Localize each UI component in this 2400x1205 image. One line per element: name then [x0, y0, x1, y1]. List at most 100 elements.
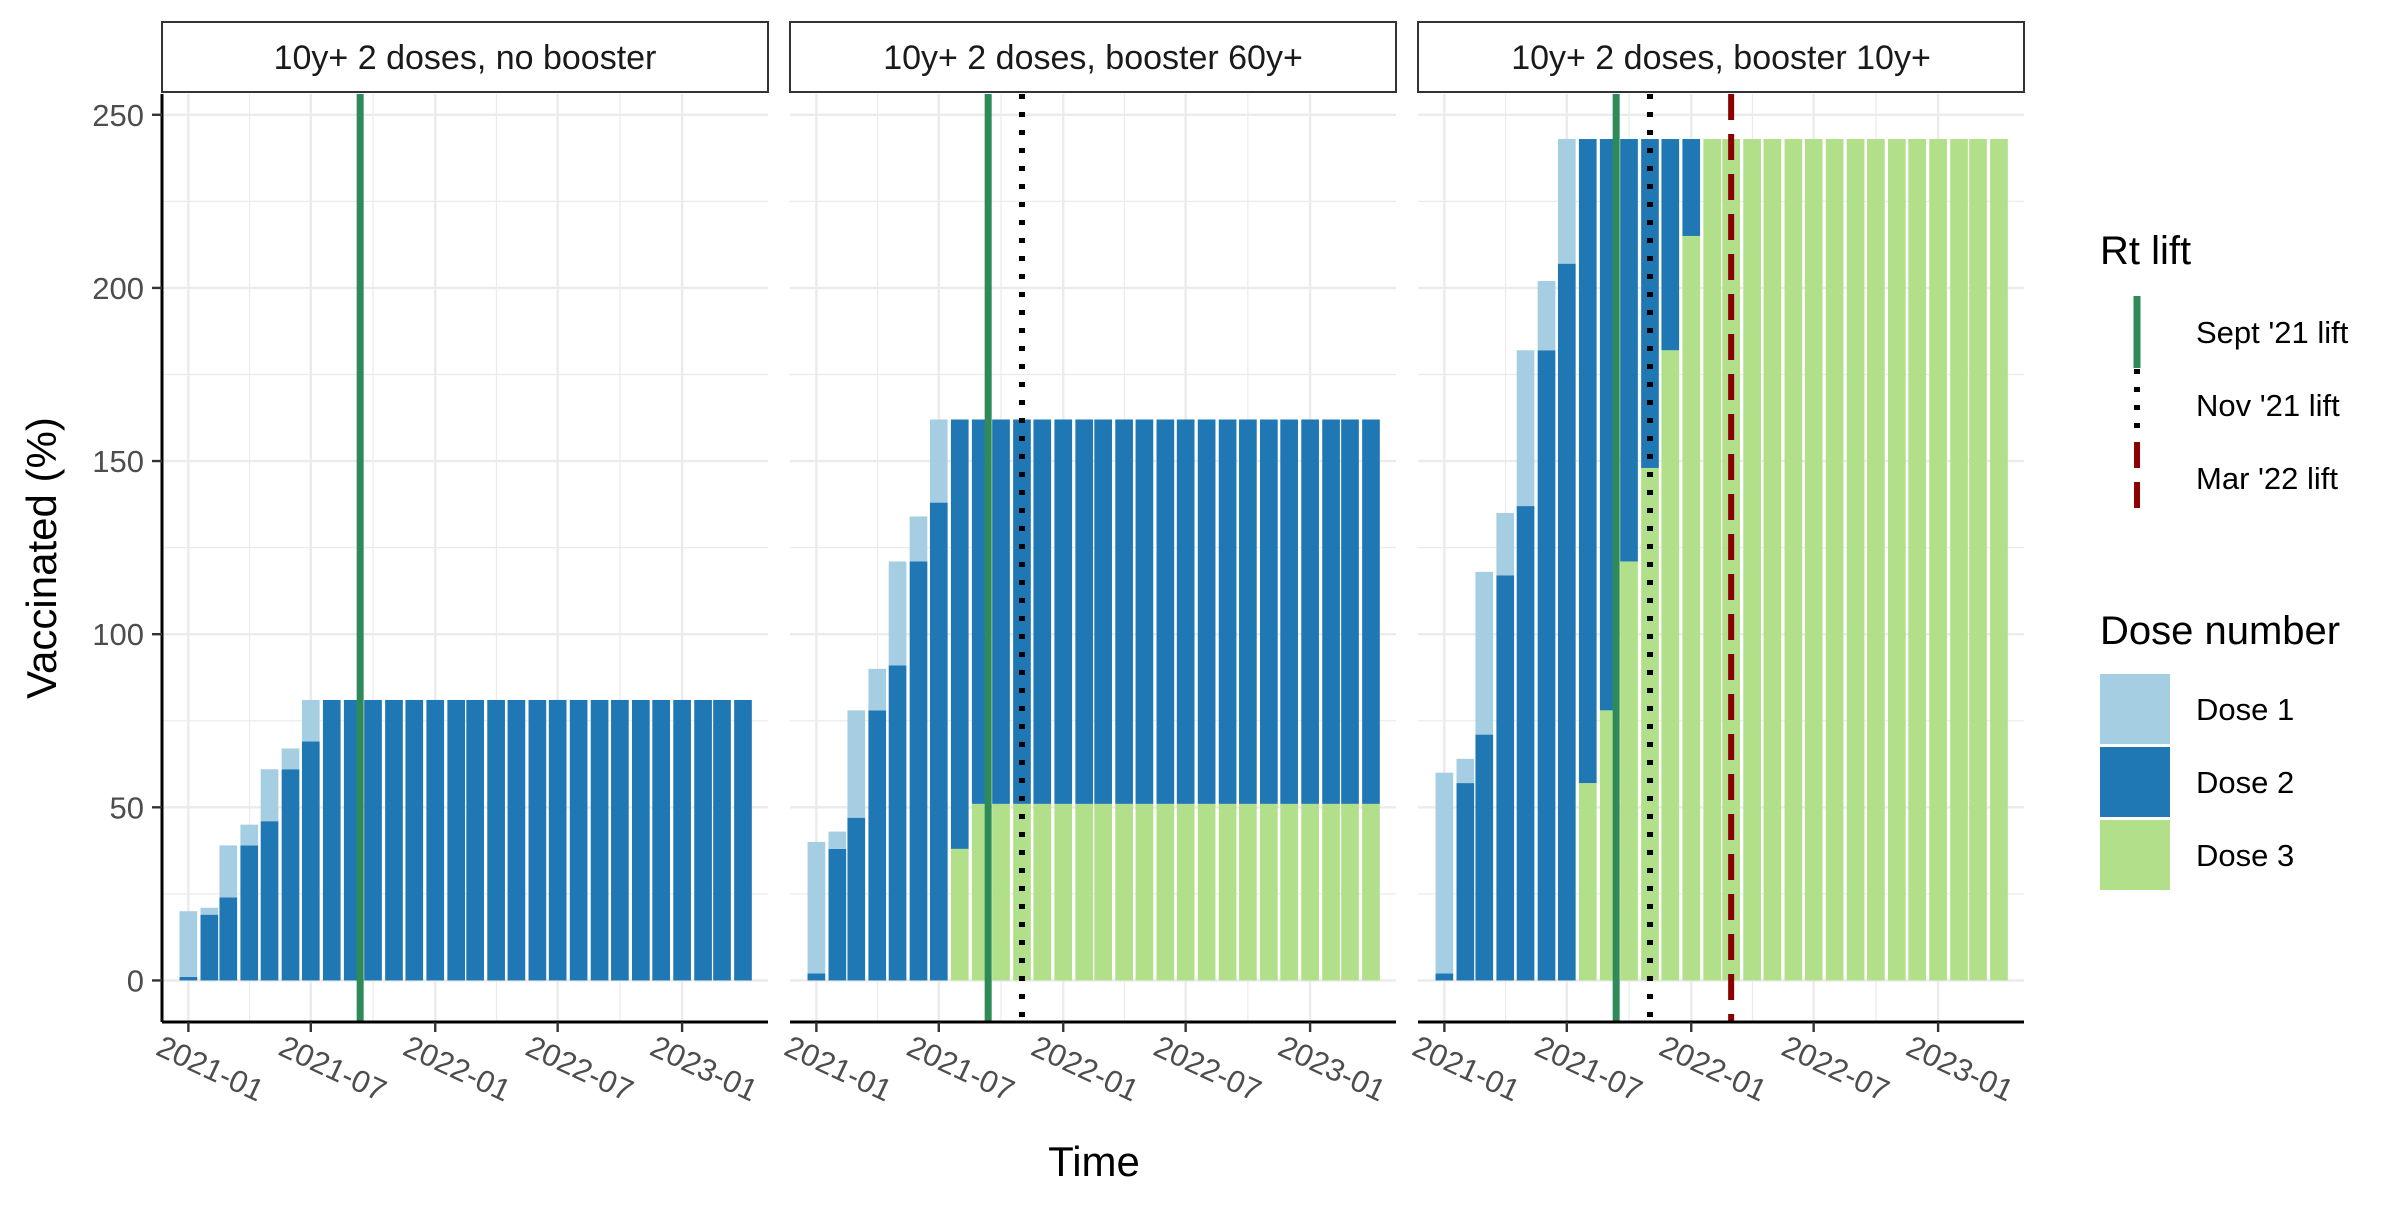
bar-segment	[1054, 803, 1073, 981]
bar-segment	[548, 699, 567, 981]
bar-segment	[1435, 772, 1454, 974]
bar-segment	[322, 699, 341, 981]
bar-segment	[1908, 139, 1926, 981]
bar-segment	[1054, 419, 1073, 804]
bar-segment	[1888, 139, 1906, 981]
bar-segment	[1176, 803, 1195, 981]
y-tick-label: 50	[110, 790, 144, 825]
x-tick-label: 2021-07	[274, 1029, 392, 1109]
bar-segment	[1115, 419, 1133, 804]
bar-segment	[1641, 139, 1659, 468]
bar-segment	[1260, 803, 1278, 981]
bar-segment	[950, 848, 969, 981]
x-tick-label: 2021-01	[151, 1029, 269, 1109]
bar-segment	[1135, 419, 1154, 804]
legend-label-mar: Mar '22 lift	[2196, 461, 2338, 496]
legend-title-rt-lift: Rt lift	[2100, 229, 2191, 273]
bar-segment	[1846, 139, 1865, 981]
bar-segment	[1620, 139, 1638, 562]
bar-segment	[590, 699, 609, 981]
legend-label-nov: Nov '21 lift	[2196, 388, 2340, 423]
x-tick-label: 2022-07	[521, 1029, 639, 1109]
facet-title: 10y+ 2 doses, no booster	[274, 39, 657, 77]
bar-segment	[1804, 139, 1823, 981]
x-tick-label: 2022-01	[1654, 1029, 1772, 1109]
bar-segment	[528, 699, 547, 981]
bar-segment	[1578, 783, 1597, 981]
bar-segment	[1867, 139, 1885, 981]
bar-segment	[281, 769, 300, 981]
x-tick-label: 2023-01	[1901, 1029, 2019, 1109]
bar-segment	[992, 803, 1010, 981]
bar-segment	[487, 699, 505, 981]
legend-label-dose3: Dose 3	[2196, 838, 2294, 873]
bar-segment	[1156, 803, 1175, 981]
bar-segment	[868, 710, 887, 981]
bar-segment	[179, 976, 198, 981]
bar-segment	[1475, 571, 1494, 735]
bar-segment	[240, 824, 259, 846]
bar-segment	[1496, 512, 1515, 576]
bar-segment	[713, 699, 731, 981]
legend-label-sept: Sept '21 lift	[2196, 315, 2349, 350]
bar-segment	[1784, 139, 1803, 981]
y-tick-label: 150	[92, 444, 144, 479]
bar-segment	[632, 699, 650, 981]
bar-segment	[1929, 139, 1947, 981]
bar-segment	[1260, 419, 1278, 804]
bar-segment	[426, 699, 445, 981]
bar-segment	[179, 911, 198, 977]
x-tick-label: 2021-01	[779, 1029, 897, 1109]
bar-segment	[847, 710, 866, 818]
bar-segment	[1475, 734, 1494, 981]
bar-segment	[1135, 803, 1154, 981]
bar-segment	[888, 561, 907, 666]
bar-segment	[888, 665, 907, 981]
bar-segment	[1115, 803, 1133, 981]
bar-segment	[1176, 419, 1195, 804]
bar-segment	[281, 748, 300, 770]
bar-segment	[1341, 419, 1359, 804]
bar-segment	[301, 699, 320, 742]
x-tick-label: 2022-07	[1777, 1029, 1895, 1109]
bar-segment	[1322, 419, 1340, 804]
bar-segment	[200, 914, 219, 981]
bar-segment	[1362, 803, 1380, 981]
legend-label-dose2: Dose 2	[2196, 765, 2294, 800]
y-axis-title: Vaccinated (%)	[18, 417, 65, 699]
bar-segment	[1516, 350, 1535, 507]
bar-segment	[1743, 139, 1761, 981]
legend-label-dose1: Dose 1	[2196, 692, 2294, 727]
bar-segment	[1661, 350, 1680, 981]
bar-segment	[1075, 803, 1094, 981]
bar-segment	[1301, 803, 1319, 981]
bar-segment	[1620, 561, 1638, 981]
bar-segment	[694, 699, 712, 981]
bar-segment	[1280, 419, 1298, 804]
bar-segment	[1362, 419, 1380, 804]
bar-segment	[1557, 139, 1576, 264]
bar-segment	[1661, 139, 1680, 351]
facet-strip	[161, 21, 769, 93]
bar-segment	[652, 699, 670, 981]
bar-segment	[569, 699, 588, 981]
bar-segment	[950, 419, 969, 849]
panels-layer: 10y+ 2 doses, no booster 10y+ 2 doses, bo…	[161, 21, 2025, 1022]
bar-segment	[1950, 139, 1968, 981]
bar-segment	[734, 699, 752, 981]
legend-swatch-dose1	[2100, 674, 2170, 744]
x-tick-label: 2021-01	[1407, 1029, 1525, 1109]
bar-segment	[1456, 783, 1475, 981]
x-tick-label: 2022-07	[1149, 1029, 1267, 1109]
bar-segment	[1763, 139, 1782, 981]
legend-layer: Rt lift Sept '21 lift Nov '21 lift Mar '22 …	[2100, 229, 2349, 890]
bar-segment	[1990, 139, 2008, 981]
bar-segment	[828, 848, 847, 981]
bar-segment	[1322, 803, 1340, 981]
bar-segment	[611, 699, 629, 981]
facet-title: 10y+ 2 doses, booster 60y+	[883, 39, 1303, 77]
bar-segment	[260, 769, 279, 822]
bar-segment	[929, 502, 948, 981]
bar-segment	[1578, 139, 1597, 784]
legend-title-dose-number: Dose number	[2100, 609, 2340, 653]
